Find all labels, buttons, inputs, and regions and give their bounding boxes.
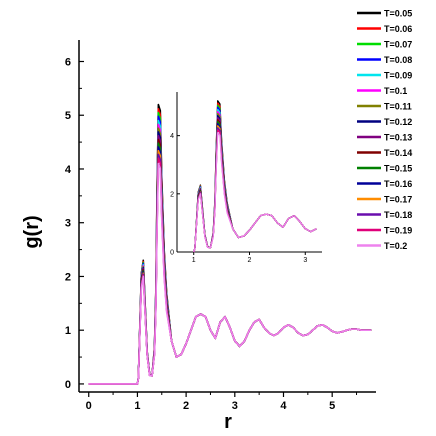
series-line xyxy=(88,123,372,385)
series-line xyxy=(88,111,372,385)
legend: T=0.05 T=0.06 T=0.07 T=0.08 T=0.09 T=0.1 T=0.1… xyxy=(357,9,412,251)
inset-series-line xyxy=(193,123,317,253)
x-tick-label: 4 xyxy=(280,400,287,412)
legend-label: T=0.07 xyxy=(384,40,412,50)
y-tick-label: 0 xyxy=(65,379,71,391)
legend-label: T=0.2 xyxy=(384,241,407,251)
legend-label: T=0.05 xyxy=(384,9,412,19)
legend-label: T=0.15 xyxy=(384,164,412,174)
series-line xyxy=(88,157,372,385)
legend-label: T=0.08 xyxy=(384,55,412,65)
inset-series-line xyxy=(193,100,317,253)
series-line xyxy=(88,107,372,385)
y-tick-label: 6 xyxy=(65,56,71,68)
y-tick-label: 3 xyxy=(65,218,71,230)
series-line xyxy=(88,138,372,385)
inset-curves xyxy=(193,100,317,253)
x-axis-label: r xyxy=(224,411,232,433)
legend-label: T=0.18 xyxy=(384,210,412,220)
series-line xyxy=(88,134,372,385)
x-tick-label: 0 xyxy=(86,400,92,412)
legend-label: T=0.12 xyxy=(384,117,412,127)
inset-series-line xyxy=(193,118,317,253)
legend-label: T=0.19 xyxy=(384,226,412,236)
x-tick-label: 1 xyxy=(134,400,140,412)
series-line xyxy=(88,162,372,385)
inset-series-line xyxy=(193,127,317,253)
x-tick-label: 3 xyxy=(232,400,238,412)
main-axes: 0 1 2 3 4 5 6 0 1 2 3 4 5 xyxy=(65,40,376,412)
inset-series-line xyxy=(193,116,317,253)
legend-label: T=0.09 xyxy=(384,71,412,81)
inset-series-line xyxy=(193,114,317,253)
inset-y-tick-label: 2 xyxy=(170,191,174,198)
inset-series-line xyxy=(193,132,317,253)
inset-y-tick-label: 0 xyxy=(170,250,174,257)
inset-series-line xyxy=(193,125,317,253)
legend-label: T=0.1 xyxy=(384,86,407,96)
series-line xyxy=(88,131,372,385)
inset-series-line xyxy=(193,112,317,253)
inset-series-line xyxy=(193,104,317,253)
y-tick-label: 1 xyxy=(65,325,71,337)
legend-label: T=0.16 xyxy=(384,179,412,189)
x-tick-label: 2 xyxy=(183,400,189,412)
inset-series-line xyxy=(193,121,317,253)
legend-label: T=0.13 xyxy=(384,133,412,143)
inset-x-tick-label: 1 xyxy=(192,257,196,264)
inset-x-tick-label: 3 xyxy=(303,257,307,264)
series-line xyxy=(88,149,372,385)
inset-axes: 0 2 4 1 2 3 xyxy=(170,92,322,264)
series-line xyxy=(88,127,372,385)
inset-series-line xyxy=(193,106,317,253)
series-line xyxy=(88,142,372,385)
series-line xyxy=(88,153,372,385)
inset-y-tick-label: 4 xyxy=(170,133,174,140)
y-tick-label: 2 xyxy=(65,271,71,283)
inset-x-tick-label: 2 xyxy=(248,257,252,264)
series-line xyxy=(88,103,372,385)
x-tick-label: 5 xyxy=(329,400,335,412)
y-tick-label: 4 xyxy=(65,164,72,176)
inset-series-line xyxy=(193,110,317,253)
series-line xyxy=(88,115,372,385)
y-tick-label: 5 xyxy=(65,110,71,122)
inset-series-line xyxy=(193,129,317,253)
legend-label: T=0.17 xyxy=(384,195,412,205)
main-curves xyxy=(88,103,372,385)
inset-series-line xyxy=(193,108,317,253)
inset-series-line xyxy=(193,102,317,253)
legend-label: T=0.06 xyxy=(384,24,412,34)
legend-label: T=0.14 xyxy=(384,148,412,158)
y-axis-label: g(r) xyxy=(21,215,43,248)
series-line xyxy=(88,146,372,385)
legend-label: T=0.11 xyxy=(384,102,412,112)
